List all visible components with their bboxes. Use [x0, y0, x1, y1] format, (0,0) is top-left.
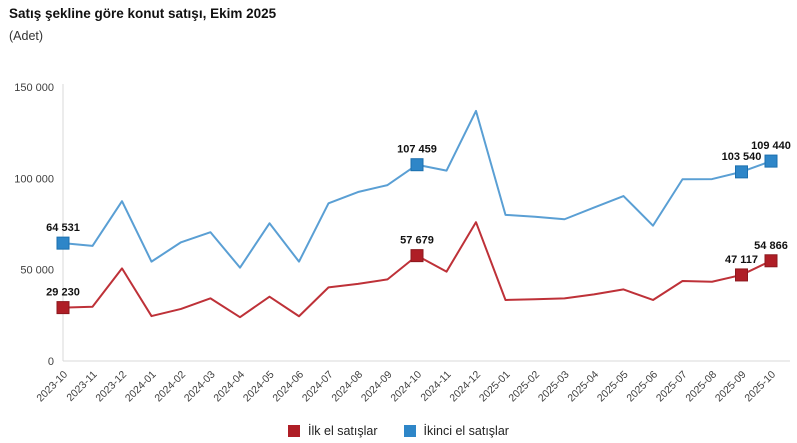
y-tick-label: 100 000	[14, 173, 54, 185]
legend-label-ilk-el-satislar: İlk el satışlar	[308, 424, 378, 438]
series-marker	[764, 254, 778, 268]
legend-swatch-blue-icon	[403, 425, 416, 437]
x-tick-label: 2024-03	[182, 369, 218, 405]
x-tick-label: 2024-08	[329, 369, 365, 405]
series-marker	[410, 249, 424, 263]
x-tick-label: 2025-06	[624, 369, 660, 405]
chart-legend: İlk el satışlar İkinci el satışlar	[0, 424, 797, 438]
legend-item-ikinci-el-satislar[interactable]: İkinci el satışlar	[403, 424, 509, 438]
data-label: 109 440	[751, 140, 791, 152]
series-marker	[56, 301, 70, 315]
legend-label-ikinci-el-satislar: İkinci el satışlar	[423, 424, 509, 438]
x-tick-label: 2024-07	[300, 369, 336, 405]
x-tick-label: 2024-10	[388, 369, 424, 405]
x-tick-label: 2023-12	[93, 369, 129, 405]
data-label: 29 230	[46, 287, 80, 299]
legend-swatch-red-icon	[288, 425, 301, 437]
x-tick-label: 2024-09	[359, 369, 395, 405]
data-label: 103 540	[722, 151, 762, 163]
data-label: 47 117	[725, 254, 758, 266]
x-tick-label: 2025-02	[506, 369, 542, 405]
series-marker	[410, 158, 424, 172]
legend-item-ilk-el-satislar[interactable]: İlk el satışlar	[288, 424, 378, 438]
x-tick-label: 2024-01	[123, 369, 159, 405]
series-marker	[764, 154, 778, 168]
series-marker	[56, 236, 70, 250]
x-tick-label: 2025-05	[595, 369, 631, 405]
x-tick-label: 2025-03	[536, 369, 572, 405]
x-tick-label: 2024-06	[270, 369, 306, 405]
x-tick-label: 2025-01	[477, 369, 513, 405]
x-tick-label: 2025-09	[713, 369, 749, 405]
x-tick-label: 2025-08	[683, 369, 719, 405]
y-tick-label: 0	[48, 356, 54, 368]
y-tick-label: 50 000	[20, 265, 54, 277]
x-tick-label: 2023-11	[64, 369, 99, 404]
data-label: 54 866	[754, 240, 788, 252]
chart-header: Satış şekline göre konut satışı, Ekim 20…	[9, 6, 276, 43]
data-label: 107 459	[397, 144, 437, 156]
data-label: 64 531	[46, 222, 80, 234]
y-tick-label: 150 000	[14, 82, 54, 94]
chart-title: Satış şekline göre konut satışı, Ekim 20…	[9, 6, 277, 21]
series-marker	[735, 268, 748, 282]
x-tick-label: 2025-10	[742, 369, 778, 405]
x-tick-label: 2024-02	[152, 369, 188, 405]
x-tick-label: 2025-04	[565, 369, 601, 405]
x-tick-label: 2024-11	[418, 369, 453, 404]
chart-subtitle: (Adet)	[9, 29, 44, 43]
x-tick-label: 2025-07	[654, 369, 690, 405]
x-tick-label: 2024-05	[241, 369, 277, 405]
x-tick-label: 2024-04	[211, 369, 247, 405]
series-marker	[735, 165, 748, 179]
x-tick-label: 2024-12	[447, 369, 483, 405]
data-label: 57 679	[400, 235, 434, 247]
x-tick-label: 2023-10	[34, 369, 70, 405]
